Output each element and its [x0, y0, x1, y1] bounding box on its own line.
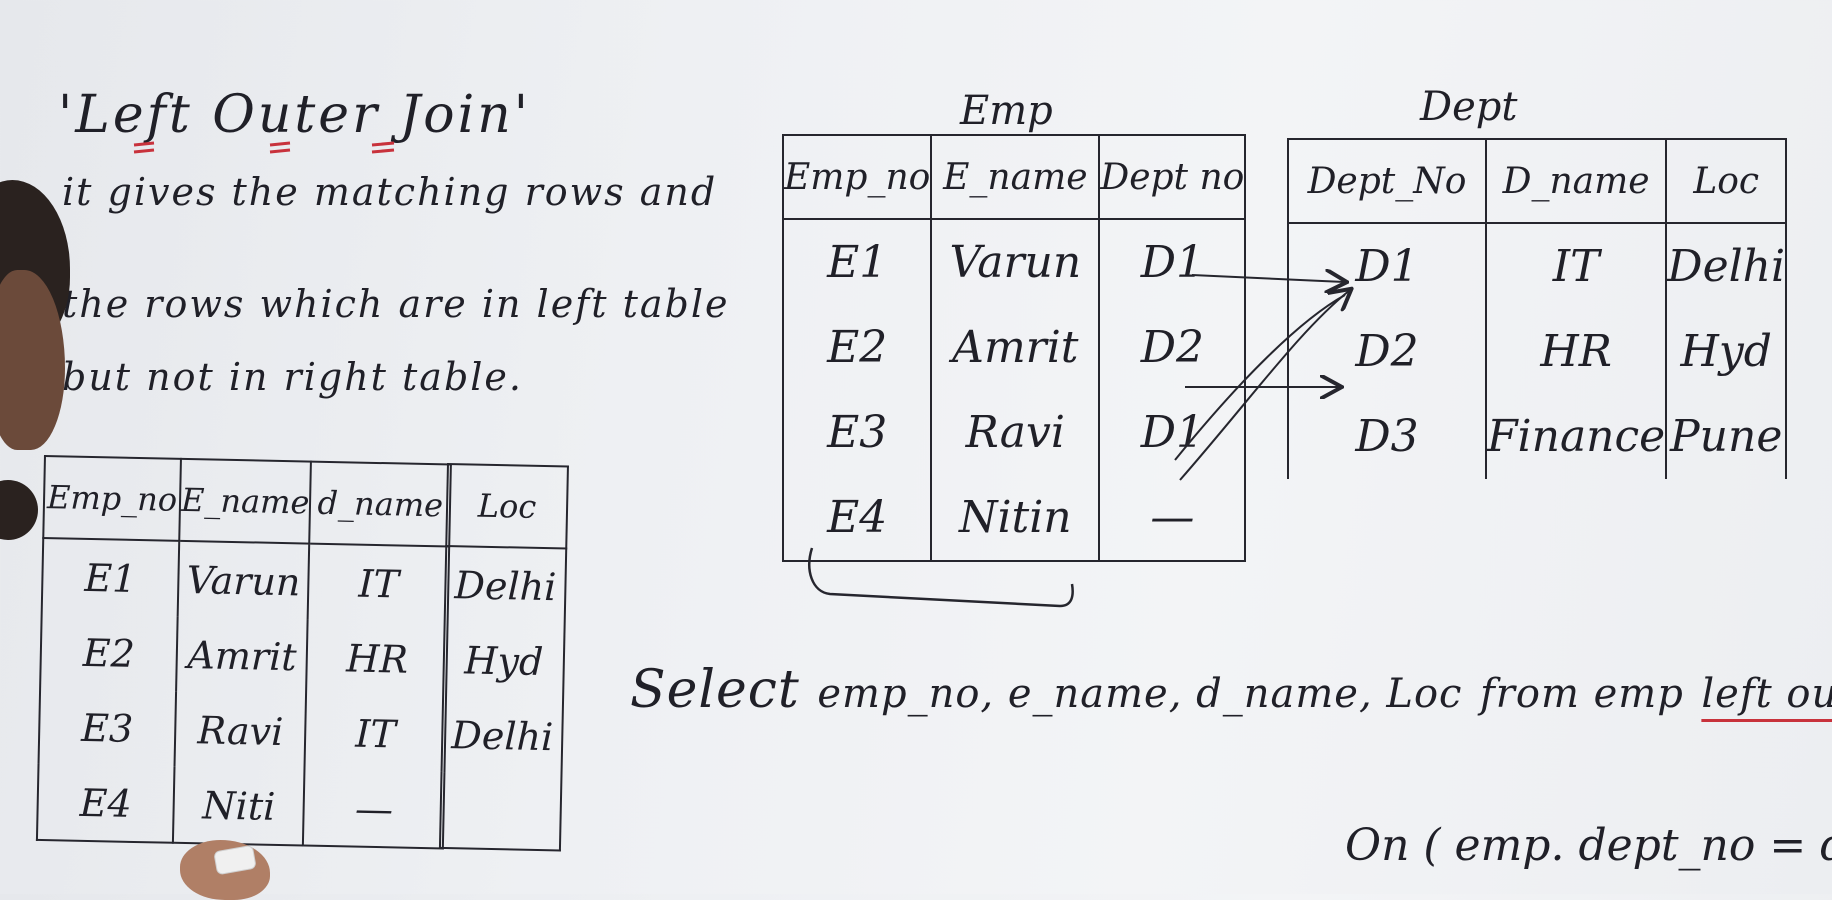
definition-line-1: it gives the matching rows and	[62, 170, 718, 214]
table-cell: —	[1098, 475, 1247, 562]
select-keyword: Select	[630, 660, 800, 720]
dept-col-header: D_name	[1484, 138, 1668, 224]
emp-table: Emp_no E_name Dept no E1 Varun D1 E2 Amr…	[781, 134, 1247, 562]
table-cell: Finance	[1484, 394, 1668, 479]
sql-query: Select emp_no, e_name, d_name, Loc from …	[630, 660, 1832, 720]
table-cell: IT	[1484, 223, 1668, 309]
table-cell: D2	[1098, 305, 1247, 390]
query-from: from emp	[1479, 671, 1684, 717]
dept-table: Dept_No D_name Loc D1 IT Delhi D2 HR Hyd…	[1287, 138, 1788, 479]
table-row: E4 Nitin —	[781, 475, 1247, 562]
table-cell: Varun	[930, 219, 1101, 305]
arrow-d1-to-d1-second	[1179, 290, 1350, 481]
table-row: E2 Amrit D2	[781, 305, 1247, 390]
dept-col-header: Loc	[1665, 138, 1788, 224]
table-cell: Ravi	[930, 390, 1101, 475]
table-row: D1 IT Delhi	[1287, 223, 1788, 309]
presenter-silhouette	[0, 180, 90, 540]
arrow-d1-to-d1	[1191, 275, 1345, 282]
table-row: E1 Varun D1	[781, 219, 1247, 305]
table-cell: Pune	[1665, 394, 1788, 479]
on-clause: On ( emp. dept_no = dept. dept n	[1345, 820, 1832, 871]
table-cell: E3	[781, 390, 933, 475]
emp-table-label: Emp	[960, 88, 1053, 134]
presenter-beard	[0, 480, 38, 540]
query-columns: emp_no, e_name, d_name, Loc	[817, 671, 1463, 717]
arrow-d1-to-d1-third	[1174, 294, 1346, 461]
dept-table-label: Dept	[1420, 84, 1518, 130]
table-cell: D1	[1287, 223, 1487, 309]
emp-col-header: Emp_no	[781, 134, 933, 220]
table-cell: HR	[1484, 309, 1668, 394]
definition-line-3: but not in right table.	[62, 355, 523, 399]
title-underline-marks	[133, 141, 395, 154]
emp-col-header: Dept no	[1098, 134, 1247, 220]
table-cell: Amrit	[930, 305, 1101, 390]
definition-line-2: the rows which are in left table	[62, 282, 730, 326]
table-row: D3 Finance Pune	[1287, 394, 1788, 479]
dept-col-header: Dept_No	[1287, 138, 1487, 224]
table-cell: Nitin	[930, 475, 1101, 562]
lesson-title: 'Left Outer Join'	[58, 85, 532, 145]
unmatched-row-bracket	[808, 547, 1074, 608]
table-cell: E2	[781, 305, 933, 390]
table-cell: Delhi	[1665, 223, 1788, 309]
table-cell: Hyd	[1665, 309, 1788, 394]
table-cell: E1	[781, 219, 933, 305]
join-keyword: left outer Join	[1701, 671, 1832, 717]
table-cell: E4	[781, 475, 933, 562]
table-cell: D1	[1098, 219, 1247, 305]
table-cell: D3	[1287, 394, 1487, 479]
emp-col-header: E_name	[930, 134, 1101, 220]
